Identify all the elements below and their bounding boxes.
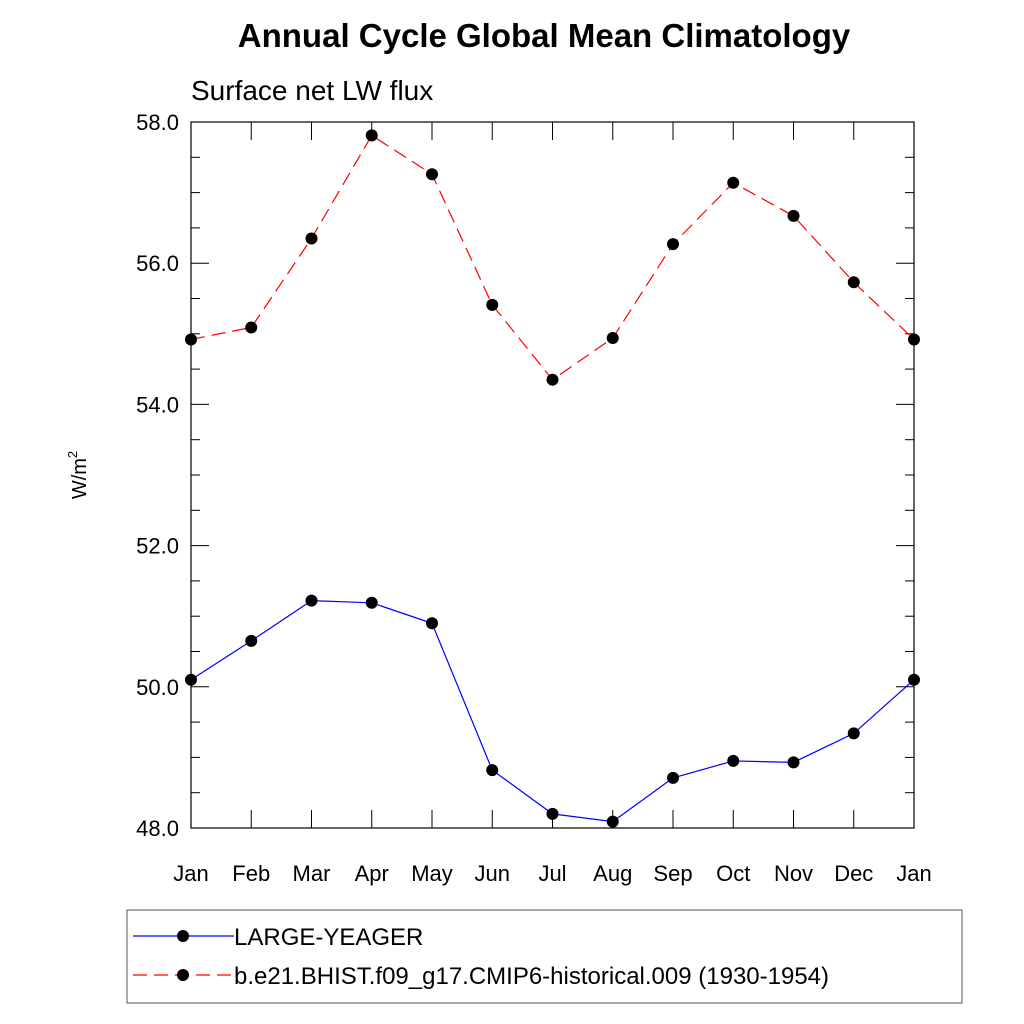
series-1-point bbox=[908, 333, 920, 346]
y-tick-label: 56.0 bbox=[136, 251, 179, 276]
plot-frame bbox=[190, 121, 915, 829]
series-0-point bbox=[787, 756, 800, 769]
series-0-point bbox=[606, 815, 619, 828]
y-tick-label: 50.0 bbox=[136, 675, 179, 700]
series-1-point bbox=[365, 129, 378, 142]
x-tick-label: Jun bbox=[475, 861, 510, 886]
series-1-point bbox=[305, 232, 318, 245]
svg-text:W/m2: W/m2 bbox=[65, 451, 91, 499]
series-1-point bbox=[546, 373, 559, 386]
series-1-point bbox=[606, 332, 619, 345]
x-tick-label: Feb bbox=[232, 861, 270, 886]
data-series bbox=[185, 129, 920, 828]
y-axis-tick-labels: 48.0 50.0 52.0 54.0 56.0 58.0 bbox=[136, 110, 179, 841]
x-tick-label: Oct bbox=[716, 861, 750, 886]
series-0-point bbox=[365, 596, 378, 609]
series-1-point bbox=[667, 238, 679, 251]
legend-marker-0 bbox=[177, 930, 189, 942]
y-tick-label: 52.0 bbox=[136, 534, 179, 559]
x-tick-label: Jan bbox=[173, 861, 208, 886]
x-tick-label: Dec bbox=[834, 861, 873, 886]
legend-box bbox=[126, 909, 963, 1004]
series-0-point bbox=[667, 771, 679, 784]
x-tick-label: Aug bbox=[593, 861, 632, 886]
y-tick-label: 48.0 bbox=[136, 816, 179, 841]
series-0-point bbox=[847, 727, 860, 740]
legend-marker-1 bbox=[177, 969, 189, 981]
x-tick-label: Apr bbox=[355, 861, 389, 886]
chart-subtitle: Surface net LW flux bbox=[191, 75, 433, 106]
y-tick-label: 58.0 bbox=[136, 110, 179, 135]
series-0-point bbox=[426, 617, 438, 630]
legend-label-0: LARGE-YEAGER bbox=[234, 924, 423, 951]
y-tick-label: 54.0 bbox=[136, 392, 179, 417]
series-0-point bbox=[245, 634, 258, 647]
series-1-point bbox=[486, 298, 499, 311]
series-0-point bbox=[727, 754, 740, 767]
series-1-point bbox=[727, 176, 740, 189]
series-0-point bbox=[486, 764, 499, 777]
x-tick-label: Mar bbox=[293, 861, 331, 886]
y-axis-label-superscript: 2 bbox=[65, 451, 80, 458]
legend-entry-1: b.e21.BHIST.f09_g17.CMIP6-historical.009… bbox=[133, 963, 829, 990]
series-0-point bbox=[305, 594, 318, 607]
x-tick-label: Nov bbox=[774, 861, 813, 886]
chart-title: Annual Cycle Global Mean Climatology bbox=[238, 17, 851, 54]
x-tick-label: May bbox=[411, 861, 453, 886]
series-1-point bbox=[245, 321, 258, 334]
legend-entry-0: LARGE-YEAGER bbox=[133, 924, 423, 951]
series-1-point bbox=[185, 333, 197, 346]
series-1-point bbox=[847, 276, 860, 289]
series-0-point bbox=[185, 673, 197, 686]
series-1-point bbox=[426, 168, 438, 181]
y-axis-label: W/m2 bbox=[65, 451, 91, 499]
series-line-1 bbox=[190, 134, 915, 381]
y-axis-label-text: W/m bbox=[69, 458, 91, 499]
series-1-point bbox=[787, 209, 800, 222]
x-axis-tick-labels: Jan Feb Mar Apr May Jun Jul Aug Sep Oct Nov Dec Jan bbox=[173, 861, 931, 886]
axis-ticks bbox=[190, 121, 915, 829]
x-tick-label: Sep bbox=[653, 861, 692, 886]
series-0-point bbox=[908, 673, 920, 686]
legend: LARGE-YEAGER b.e21.BHIST.f09_g17.CMIP6-h… bbox=[126, 909, 963, 1004]
x-tick-label: Jul bbox=[538, 861, 566, 886]
x-tick-label: Jan bbox=[896, 861, 931, 886]
series-line-0 bbox=[190, 600, 915, 823]
legend-label-1: b.e21.BHIST.f09_g17.CMIP6-historical.009… bbox=[234, 963, 829, 990]
series-0-point bbox=[546, 807, 559, 820]
